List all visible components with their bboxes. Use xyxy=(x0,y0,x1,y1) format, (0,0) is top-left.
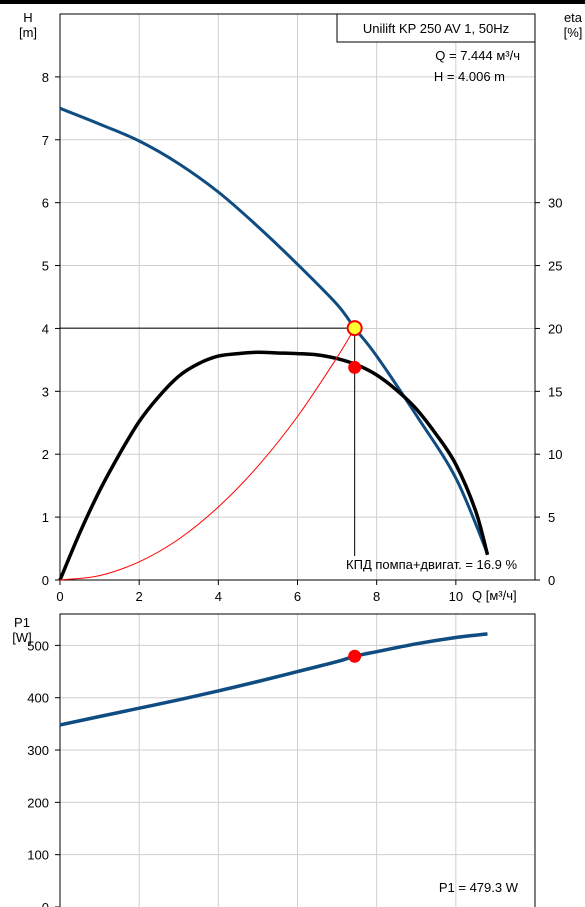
q-tick-label: 10 xyxy=(449,589,463,604)
top-rule xyxy=(0,0,585,4)
eta-tick-label: 15 xyxy=(548,384,562,399)
power-plot-series xyxy=(59,632,488,727)
title-box xyxy=(336,13,536,43)
p1-axis-unit: [W] xyxy=(12,630,32,645)
system-curve xyxy=(59,327,356,581)
h-tick-label: 5 xyxy=(42,259,49,274)
efficiency-duty-point xyxy=(348,360,362,374)
p1-readout: P1 = 479.3 W xyxy=(439,880,519,895)
h-axis-unit: [m] xyxy=(19,25,37,40)
power-plot-frame xyxy=(59,613,536,907)
h-tick-label: 0 xyxy=(42,573,49,588)
chart-title: Unilift KP 250 AV 1, 50Hz xyxy=(363,21,509,36)
q-tick-label: 4 xyxy=(215,589,222,604)
efficiency-curve xyxy=(58,350,490,581)
head-curve xyxy=(59,106,489,555)
q-readout: Q = 7.444 м³/ч xyxy=(435,48,520,63)
eta-axis-label: eta xyxy=(564,10,583,25)
h-tick-label: 8 xyxy=(42,70,49,85)
q-axis-label: Q [м³/ч] xyxy=(472,588,517,603)
eta-tick-label: 25 xyxy=(548,259,562,274)
h-tick-label: 1 xyxy=(42,510,49,525)
h-tick-label: 7 xyxy=(42,133,49,148)
power-curve xyxy=(59,632,488,727)
head-plot-series xyxy=(58,106,490,581)
h-tick-label: 3 xyxy=(42,384,49,399)
head-plot-ticks: 0 1 2 3 4 5 6 7 8 0 5 10 15 20 25 30 0 2 4 6 8 10 xyxy=(42,70,563,604)
h-tick-label: 4 xyxy=(42,321,49,336)
h-tick-label: 6 xyxy=(42,196,49,211)
q-tick-label: 8 xyxy=(373,589,380,604)
power-plot-ticks: 0 100 200 300 400 500 xyxy=(27,638,60,907)
eta-tick-label: 5 xyxy=(548,510,555,525)
h-axis-label: H xyxy=(23,10,32,25)
p1-axis-label: P1 xyxy=(14,615,30,630)
eta-tick-label: 20 xyxy=(548,321,562,336)
eta-tick-label: 0 xyxy=(548,573,555,588)
q-tick-label: 0 xyxy=(56,589,63,604)
p1-tick-label: 500 xyxy=(27,638,49,653)
eta-tick-label: 30 xyxy=(548,196,562,211)
q-tick-label: 6 xyxy=(294,589,301,604)
p1-tick-label: 400 xyxy=(27,691,49,706)
eta-axis-unit: [%] xyxy=(564,25,583,40)
q-tick-label: 2 xyxy=(136,589,143,604)
power-duty-point xyxy=(348,649,362,663)
eta-tick-label: 10 xyxy=(548,447,562,462)
p1-tick-label: 100 xyxy=(27,848,49,863)
power-plot-grid xyxy=(60,614,535,907)
h-readout: H = 4.006 m xyxy=(434,69,505,84)
efficiency-readout: КПД помпа+двигат. = 16.9 % xyxy=(346,557,517,572)
h-tick-label: 2 xyxy=(42,447,49,462)
p1-tick-label: 200 xyxy=(27,795,49,810)
duty-point-marker xyxy=(346,320,363,337)
p1-tick-label: 0 xyxy=(42,900,49,907)
p1-tick-label: 300 xyxy=(27,743,49,758)
